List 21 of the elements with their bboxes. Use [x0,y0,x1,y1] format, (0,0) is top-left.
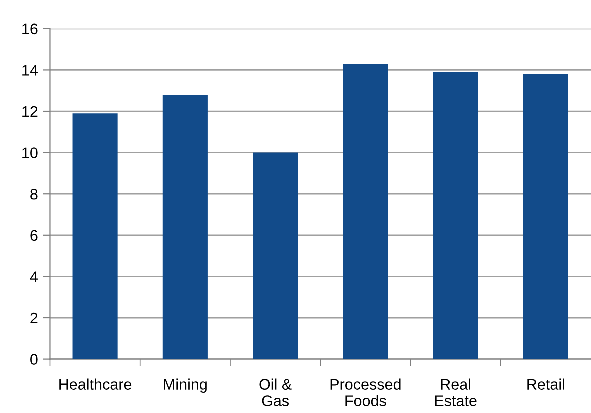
y-tick-label: 14 [22,65,38,76]
bar [162,94,208,360]
y-tick-label: 8 [30,188,38,200]
bar [253,152,298,360]
bar [343,64,388,360]
y-tick-label: 0 [30,354,38,365]
bar [72,114,118,360]
x-tick-label: Real Estate [435,378,477,406]
x-tick-label: Mining [164,378,207,393]
x-tick-label: Healthcare [60,378,132,390]
bar [433,72,478,360]
y-tick-label: 12 [22,106,38,118]
y-tick-label: 4 [30,272,38,282]
x-tick-label: Retail [528,378,564,390]
y-tick-label: 16 [22,24,38,35]
x-tick-label: Oil & Gas [260,378,292,406]
y-tick-label: 6 [30,230,38,242]
y-tick-label: 2 [30,312,38,324]
x-tick-label: Processed Foods [330,378,401,406]
bar [523,74,568,360]
y-tick-label: 10 [22,148,38,158]
